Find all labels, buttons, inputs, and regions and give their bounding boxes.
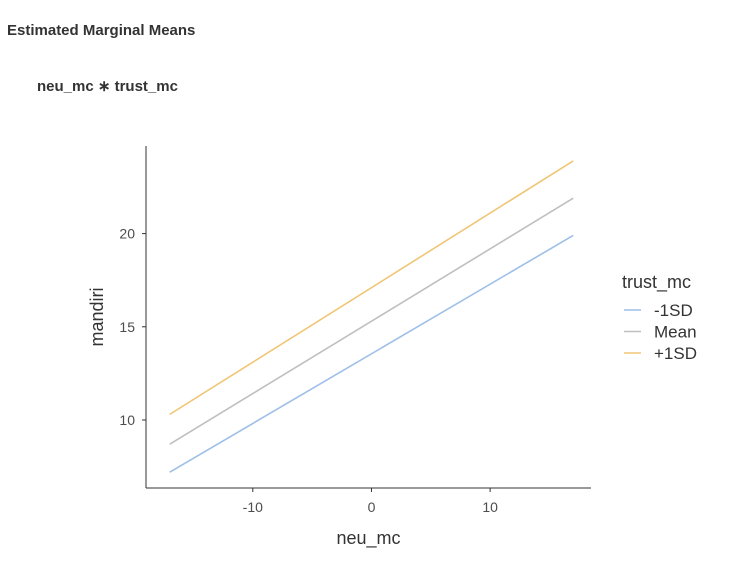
axes (145, 146, 591, 489)
y-tick-label: 10 (119, 412, 135, 428)
legend: trust_mc -1SD Mean +1SD (622, 272, 697, 363)
series-line (169, 160, 574, 416)
legend-label: -1SD (654, 301, 693, 320)
x-tick-label: 0 (368, 499, 376, 515)
x-tick-label: 10 (482, 499, 498, 515)
ticks-layer: -10 0 10 10 15 20 (119, 226, 498, 515)
page-subheading: neu_mc ∗ trust_mc (37, 78, 178, 95)
series-line (169, 197, 574, 445)
y-tick-label: 15 (119, 319, 135, 335)
x-tick-label: -10 (243, 499, 263, 515)
series-layer (169, 160, 574, 473)
y-tick-label: 20 (119, 226, 135, 242)
legend-title: trust_mc (622, 272, 691, 293)
y-axis-title: mandiri (87, 287, 107, 346)
series-line (169, 234, 574, 473)
x-axis-title: neu_mc (336, 528, 400, 549)
page-heading: Estimated Marginal Means (7, 22, 196, 39)
legend-label: Mean (654, 323, 697, 342)
legend-label: +1SD (654, 344, 697, 363)
